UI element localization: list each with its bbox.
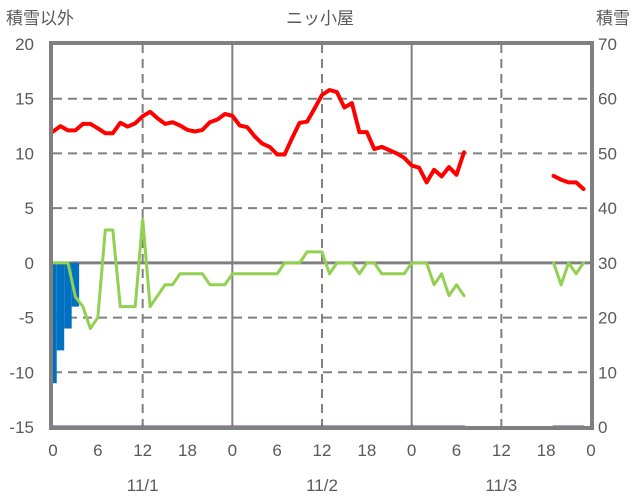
plot-frame [49, 41, 594, 430]
series-line-other [51, 217, 466, 330]
y-tick-right: 10 [598, 363, 617, 382]
bar-bars [53, 262, 57, 384]
x-tick: 18 [178, 441, 197, 460]
x-tick: 12 [313, 441, 332, 460]
series-layer [51, 88, 586, 429]
x-tick: 6 [272, 441, 281, 460]
series-line-other [552, 261, 585, 287]
x-tick: 12 [133, 441, 152, 460]
y-tick-right: 20 [598, 309, 617, 328]
y-tick-left: -5 [19, 309, 34, 328]
y-tick-left: 5 [25, 199, 34, 218]
x-tick: 18 [537, 441, 556, 460]
date-label: 11/2 [306, 476, 338, 495]
grid [53, 44, 591, 427]
x-tick: 0 [586, 441, 595, 460]
y-tick-left: 0 [25, 254, 34, 273]
bar-bars [56, 262, 65, 351]
date-label: 11/3 [485, 476, 517, 495]
x-tick: 6 [452, 441, 461, 460]
right-axis-title: 積雪 [596, 9, 630, 29]
y-tick-right: 60 [598, 90, 617, 109]
y-tick-right: 50 [598, 144, 617, 163]
x-tick: 0 [228, 441, 237, 460]
y-tick-left: 20 [15, 35, 34, 54]
bar-bars [64, 262, 72, 329]
series-line-temperature [551, 173, 586, 191]
x-tick: 12 [492, 441, 511, 460]
x-tick: 0 [48, 441, 57, 460]
x-tick: 18 [357, 441, 376, 460]
y-tick-right: 30 [598, 254, 617, 273]
x-tick: 6 [93, 441, 102, 460]
y-tick-right: 70 [598, 35, 617, 54]
y-tick-right: 0 [598, 418, 607, 437]
bar-bars [71, 262, 80, 307]
left-axis-title: 積雪以外 [6, 9, 74, 29]
y-tick-left: 15 [15, 90, 34, 109]
x-tick: 0 [407, 441, 416, 460]
chart-title: ニッ小屋 [286, 9, 354, 29]
date-label: 11/1 [127, 476, 159, 495]
y-tick-left: 10 [15, 144, 34, 163]
y-tick-left: -10 [9, 363, 34, 382]
y-tick-left: -15 [9, 418, 34, 437]
series-line-temperature [51, 88, 466, 185]
y-tick-right: 40 [598, 199, 617, 218]
